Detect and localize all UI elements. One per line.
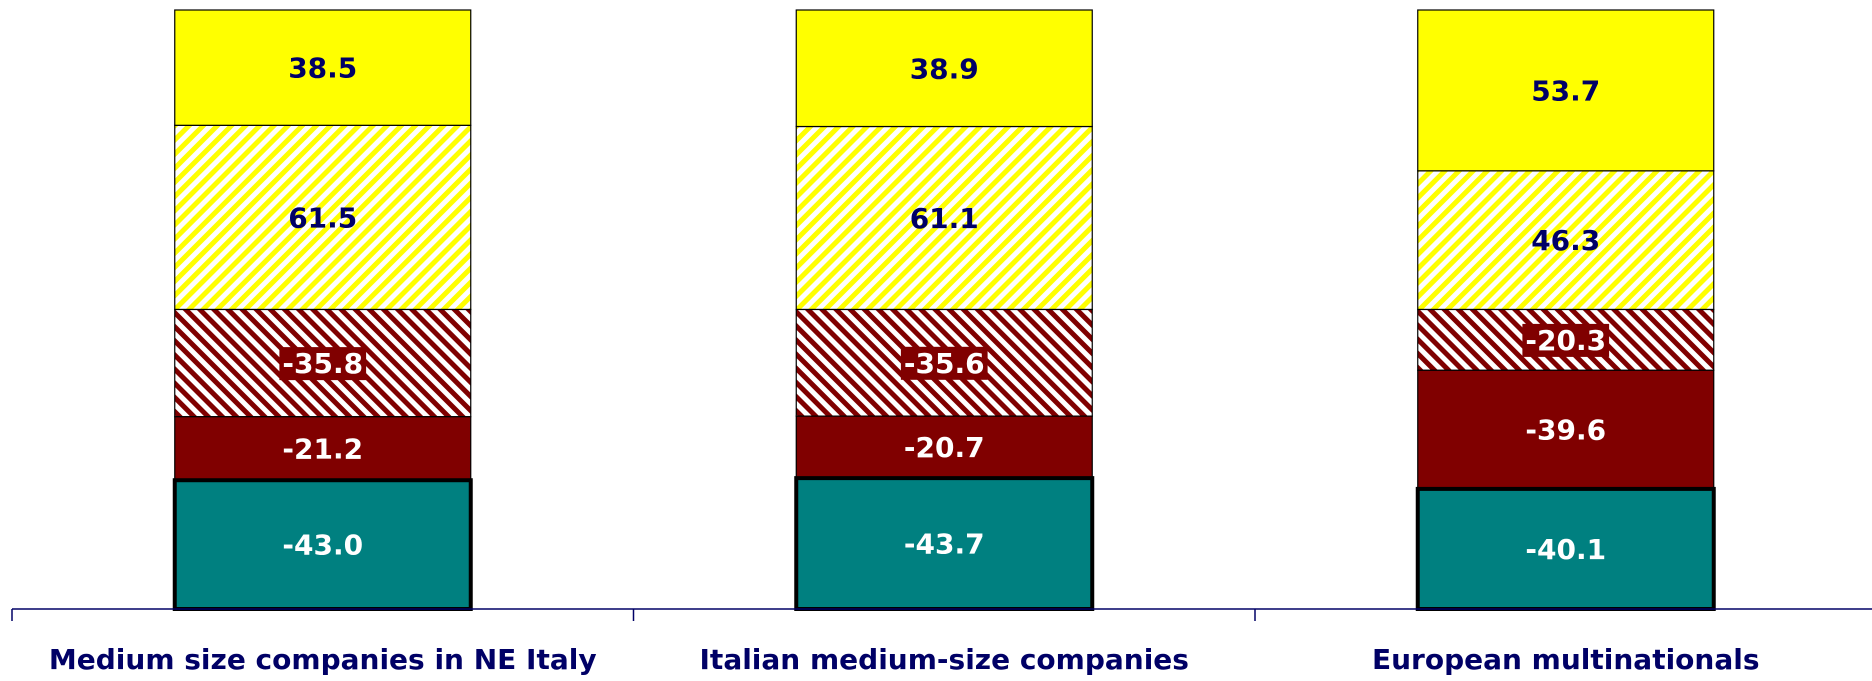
bar-segment [1415,486,1716,612]
value-label: 38.5 [288,52,357,85]
x-tick-label: Italian medium-size companies [700,643,1189,676]
bar-segment [1417,170,1715,311]
bar-segment [1417,9,1715,172]
value-label: -43.7 [904,528,985,561]
value-label: 46.3 [1531,224,1600,257]
bar-segment [795,415,1093,479]
value-label: -40.1 [1525,533,1606,566]
value-label: 53.7 [1531,74,1600,107]
value-label: -20.3 [1525,324,1606,357]
value-label: 38.9 [910,52,979,85]
value-label: -35.8 [282,347,363,380]
bar-segment [795,9,1093,128]
bar-segment [1417,369,1715,490]
value-label: 61.5 [288,201,357,234]
value-label: -20.7 [904,431,985,464]
x-tick-label: European multinationals [1372,643,1760,676]
bar-segment [794,476,1095,611]
bar-segment [174,124,472,311]
bar-segment [174,9,472,126]
value-label: 61.1 [910,202,979,235]
bar-segment [795,125,1093,311]
x-tick-label: Medium size companies in NE Italy [49,643,597,676]
label-box [900,346,988,380]
value-label: -43.0 [282,529,363,562]
label-box [279,347,367,381]
value-label: -39.6 [1525,414,1606,447]
label-box [1522,323,1610,357]
value-label: -35.6 [904,347,985,380]
bar-segment [174,416,472,481]
value-label: -21.2 [282,432,363,465]
